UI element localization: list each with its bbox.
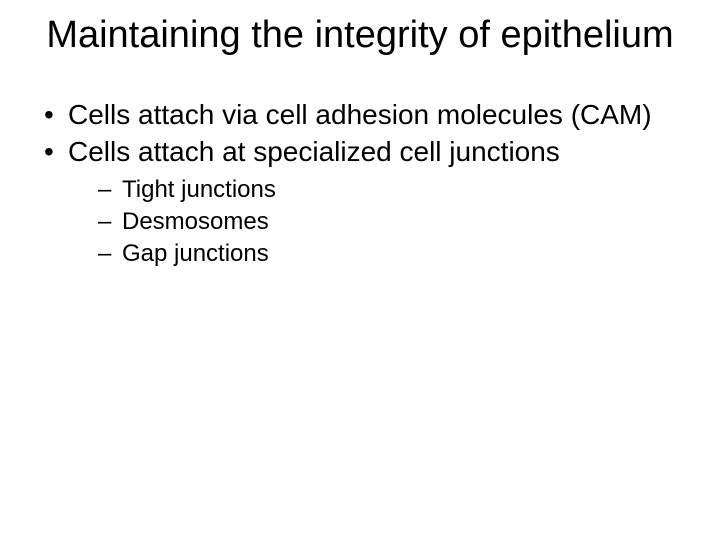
sub-bullet-list: Tight junctions Desmosomes Gap junctions [68,175,680,269]
bullet-text: Cells attach via cell adhesion molecules… [68,99,652,130]
list-item: Cells attach at specialized cell junctio… [40,135,680,269]
slide-title: Maintaining the integrity of epithelium [0,0,720,58]
sub-bullet-text: Gap junctions [122,240,269,267]
sub-bullet-text: Tight junctions [122,176,276,203]
slide-body: Cells attach via cell adhesion molecules… [0,58,720,269]
list-item: Cells attach via cell adhesion molecules… [40,98,680,132]
bullet-text: Cells attach at specialized cell junctio… [68,136,560,167]
list-item: Desmosomes [68,207,680,237]
list-item: Gap junctions [68,239,680,269]
slide: Maintaining the integrity of epithelium … [0,0,720,540]
list-item: Tight junctions [68,175,680,205]
bullet-list: Cells attach via cell adhesion molecules… [40,98,680,269]
sub-bullet-text: Desmosomes [122,208,269,235]
